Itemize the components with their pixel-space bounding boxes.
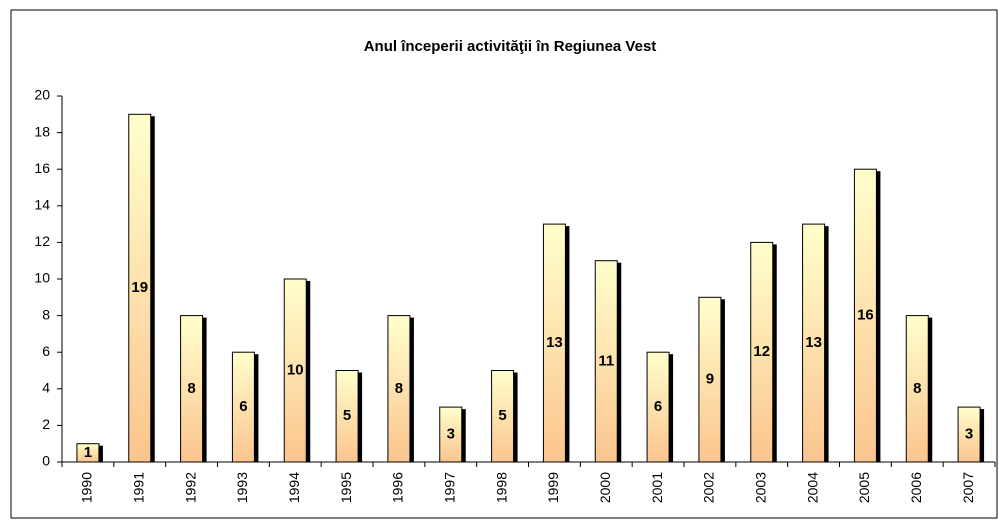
data-label: 13 [546,334,563,351]
data-label: 11 [598,352,614,369]
x-tick-label: 2004 [804,472,820,503]
bar [231,351,255,463]
y-tick-label: 4 [42,380,50,396]
x-tick-label: 1993 [234,472,250,503]
data-label: 5 [343,407,351,424]
chart-title: Anul începerii activităţii în Regiunea V… [364,38,657,55]
x-tick-label: 1995 [338,472,354,503]
data-label: 19 [131,279,148,296]
data-label: 10 [287,361,304,378]
data-label: 6 [654,398,662,415]
x-tick-label: 1990 [79,472,95,503]
data-label: 9 [706,371,714,388]
x-tick-label: 2001 [649,472,665,503]
data-label: 3 [447,426,455,443]
x-tick-label: 2002 [701,472,717,503]
x-tick-label: 1996 [390,472,406,503]
data-label: 13 [805,334,822,351]
x-tick-label: 2007 [960,472,976,503]
data-label: 8 [187,380,195,397]
y-tick-label: 12 [34,233,50,249]
x-tick-label: 1994 [286,472,302,503]
x-tick-label: 2000 [597,472,613,503]
y-tick-label: 18 [34,123,50,139]
x-tick-label: 1997 [441,472,457,503]
data-label: 5 [498,407,506,424]
y-tick-label: 0 [42,453,50,469]
bar [853,168,877,463]
y-tick-label: 8 [42,306,50,322]
bar [128,113,152,463]
bar [698,296,722,463]
y-tick-label: 10 [34,270,50,286]
data-label: 16 [857,307,874,324]
bar [387,315,411,463]
x-tick-label: 1991 [130,472,146,503]
bar [76,443,100,463]
bar [905,315,929,463]
x-tick-label: 2003 [752,472,768,503]
bar [750,241,774,463]
x-tick-label: 1992 [182,472,198,503]
x-tick-label: 1999 [545,472,561,503]
data-label: 8 [913,380,921,397]
bar [802,223,826,463]
bar [646,351,670,463]
bar [957,406,981,463]
y-tick-label: 14 [34,197,50,213]
data-label: 8 [395,380,403,397]
bar [594,260,618,463]
y-tick-label: 2 [42,416,50,432]
bar [542,223,566,463]
y-tick-label: 20 [34,87,50,103]
x-tick-label: 2005 [856,472,872,503]
data-label: 1 [84,444,92,461]
data-label: 3 [965,426,973,443]
data-label: 12 [753,343,770,360]
bar [439,406,463,463]
bar [180,315,204,463]
bar [283,278,307,463]
bar [335,370,359,463]
bar [491,370,515,463]
data-label: 6 [239,398,247,415]
y-tick-label: 6 [42,343,50,359]
x-tick-label: 2006 [908,472,924,503]
x-tick-label: 1998 [493,472,509,503]
y-tick-label: 16 [34,160,50,176]
